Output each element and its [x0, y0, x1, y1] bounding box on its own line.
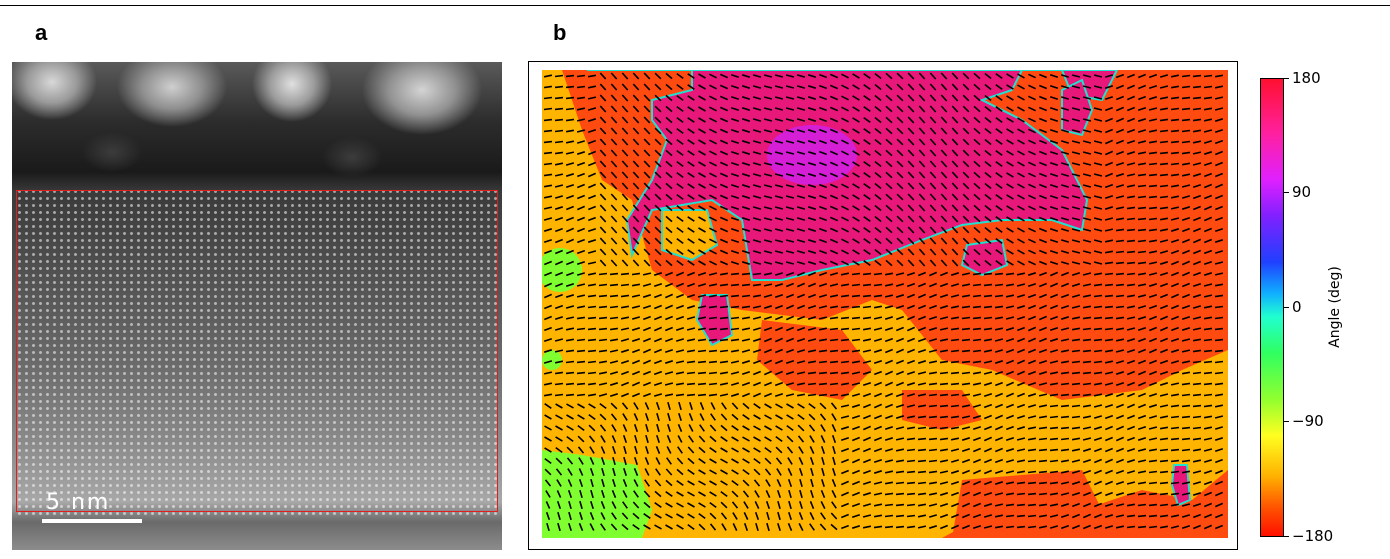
scale-bar: [42, 519, 142, 523]
colorbar-tick-label: −180: [1292, 527, 1334, 545]
region-of-interest-box: [16, 190, 498, 512]
stem-image: 5 nm: [12, 62, 502, 550]
colorbar-tick-label: −90: [1292, 412, 1324, 430]
colorbar-tick: [1284, 78, 1289, 79]
region-magenta-small: [960, 238, 1009, 277]
region-orange: [542, 70, 1228, 538]
colorbar-tick: [1284, 307, 1289, 308]
colorbar-tick: [1284, 192, 1289, 193]
region-orange-island: [661, 209, 719, 262]
vector-arrows: [543, 72, 1224, 532]
region-green: [542, 248, 582, 292]
region-green: [542, 350, 562, 370]
scale-bar-label: 5 nm: [46, 490, 111, 515]
region-violet: [767, 125, 857, 185]
polarization-vector-map: [542, 70, 1228, 538]
top-rule: [0, 5, 1390, 6]
region-orange-red-patch: [902, 390, 982, 430]
panel-b-label: b: [553, 20, 567, 45]
colorbar-title: Angle (deg): [1327, 266, 1343, 348]
colorbar-tick-label: 180: [1292, 69, 1321, 87]
colorbar-tick: [1284, 536, 1289, 537]
nanoparticle-layer: [12, 62, 502, 192]
region-magenta-small: [1061, 78, 1094, 137]
colorbar: [1260, 78, 1284, 537]
atomic-lattice: [16, 188, 500, 518]
region-magenta-small: [1170, 464, 1192, 507]
colorbar-tick-label: 0: [1292, 298, 1302, 316]
panel-a-label: a: [35, 20, 48, 45]
colorbar-tick-label: 90: [1292, 183, 1312, 201]
region-orange-red-patch: [952, 470, 1102, 538]
vector-map-svg: [542, 70, 1228, 538]
arrow-field: [543, 72, 1224, 532]
colorbar-tick: [1284, 421, 1289, 422]
